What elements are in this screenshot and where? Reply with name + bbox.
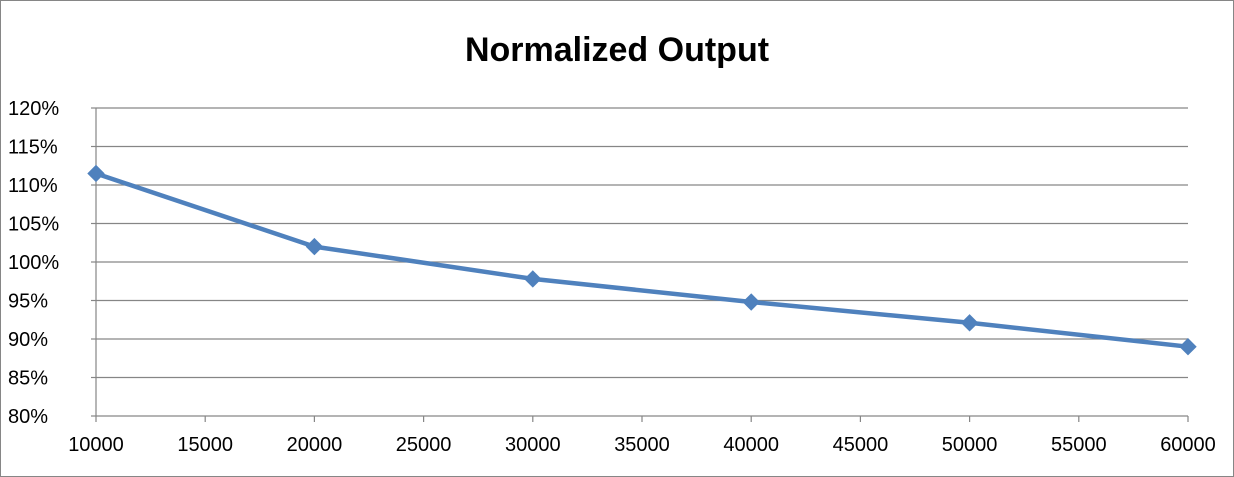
y-tick-labels: 80% 85% 90% 95% 100% 105% 110% 115% 120% [8,98,59,428]
y-tick-label: 120% [8,98,59,120]
x-tick-label: 55000 [1051,434,1107,456]
data-point-marker [1179,337,1197,356]
y-tick-label: 85% [8,368,48,390]
x-tick-label: 15000 [177,434,233,456]
x-tick-label: 40000 [723,434,779,456]
data-point-marker [87,164,105,183]
series-line [93,171,1191,349]
data-series [87,164,1197,356]
y-tick-label: 100% [8,252,59,274]
y-tick-label: 90% [8,329,48,351]
y-tick-label: 80% [8,406,48,428]
data-point-marker [960,314,979,332]
data-point-marker [524,270,542,288]
x-tick-labels: 10000 15000 20000 25000 30000 35000 40000 45000… [68,434,1216,456]
x-tick-label: 35000 [614,434,670,456]
x-tick-label: 20000 [287,434,343,456]
axes [91,107,1189,422]
x-tick-label: 25000 [396,434,452,456]
data-point-marker [742,293,760,311]
x-tick-label: 50000 [942,434,998,456]
y-tick-label: 110% [8,175,58,197]
chart-title: Normalized Output [464,31,770,69]
x-tick-label: 30000 [505,434,561,456]
x-tick-label: 45000 [833,434,889,456]
x-tick-label: 60000 [1160,434,1216,456]
data-point-marker [305,237,324,256]
gridlines [96,107,1188,379]
y-tick-label: 105% [8,214,59,236]
y-tick-label: 95% [8,291,48,313]
y-tick-label: 115% [8,137,58,159]
x-tick-label: 10000 [68,434,124,456]
